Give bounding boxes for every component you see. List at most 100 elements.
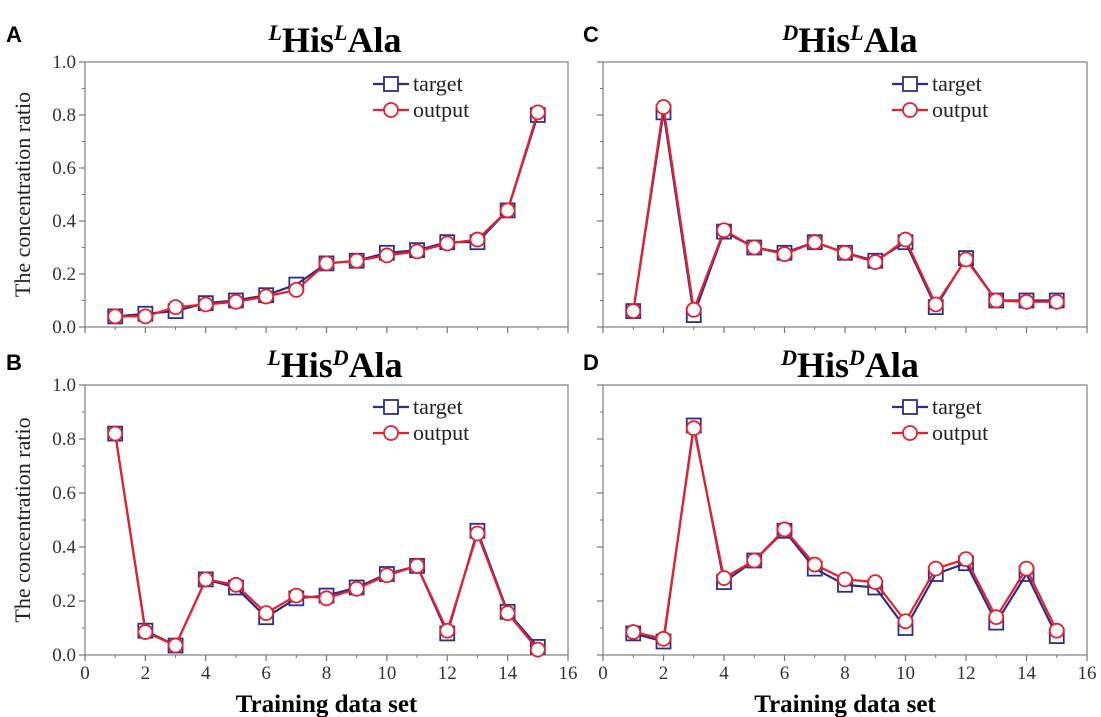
data-point-output: [288, 281, 305, 298]
data-point-output: [439, 622, 456, 639]
data-point-output: [927, 296, 944, 313]
x-tick-label: 12: [438, 663, 457, 684]
data-point-output: [776, 246, 793, 263]
title-part-sup1: L: [266, 345, 280, 370]
chart-title: DHisLAla: [781, 20, 917, 60]
data-point-output: [625, 303, 642, 320]
x-tick-label: 0: [80, 663, 90, 684]
y-tick-label: 0.2: [52, 264, 76, 285]
y-axis-title: The concentration ratio: [10, 92, 35, 297]
x-axis-title: Training data set: [754, 691, 936, 717]
legend-marker-output: [902, 425, 918, 441]
data-point-output: [409, 243, 425, 260]
data-point-output: [1018, 560, 1035, 577]
data-point-output: [988, 609, 1005, 626]
panel-letter: C: [583, 22, 599, 47]
title-part-base2: Ala: [349, 345, 403, 385]
plot-frame: [84, 61, 569, 328]
series-output: [107, 425, 546, 658]
data-point-output: [716, 222, 732, 239]
y-tick-label: 0.6: [52, 483, 76, 504]
data-point-output: [378, 567, 395, 584]
data-point-output: [137, 308, 154, 325]
chart-title: LHisDAla: [266, 345, 402, 385]
series-line-target: [115, 114, 539, 318]
x-tick-label: 14: [1017, 663, 1037, 684]
data-point-output: [529, 104, 546, 121]
data-point-output: [318, 255, 335, 272]
y-tick-label: 0.4: [52, 211, 76, 232]
data-point-output: [806, 556, 823, 573]
legend-label-target: target: [932, 71, 982, 96]
series-line-output: [633, 427, 1058, 641]
data-point-output: [499, 605, 516, 622]
plot-frame: [602, 384, 1088, 656]
y-tick-label: 0.0: [52, 645, 76, 666]
series-line-output: [632, 106, 1057, 315]
data-point-output: [746, 552, 763, 569]
data-point-output: [806, 234, 823, 251]
data-point-output: [867, 574, 884, 590]
title-part-sup1: D: [781, 20, 798, 45]
panel-letter: B: [6, 350, 22, 375]
data-point-output: [107, 425, 124, 442]
legend-marker-output: [902, 102, 918, 118]
data-point-output: [288, 587, 305, 604]
x-tick-label: 10: [896, 663, 915, 684]
legend-marker-output: [383, 425, 399, 441]
data-point-output: [378, 247, 395, 264]
y-tick-label: 1.0: [52, 52, 76, 73]
series-output: [107, 104, 546, 325]
chart-title: LHisLAla: [268, 20, 402, 60]
title-part-sup2: L: [333, 20, 347, 45]
data-point-output: [228, 576, 244, 593]
data-point-output: [685, 301, 702, 318]
data-point-output: [228, 293, 244, 310]
data-point-output: [469, 525, 486, 542]
title-part-base1: His: [281, 345, 333, 385]
y-tick-label: 0.4: [52, 537, 76, 558]
data-point-output: [927, 560, 944, 577]
title-part-base1: His: [282, 20, 334, 60]
legend-label-output: output: [932, 420, 988, 445]
legend-label-target: target: [413, 394, 463, 419]
title-part-base2: Ala: [864, 20, 918, 60]
legend-marker-target: [902, 76, 918, 92]
data-point-output: [439, 235, 456, 252]
title-part-base2: Ala: [865, 345, 919, 385]
data-point-output: [258, 605, 275, 622]
x-tick-label: 8: [322, 663, 332, 684]
x-tick-label: 12: [957, 663, 976, 684]
data-point-output: [1018, 293, 1035, 310]
data-point-output: [258, 288, 275, 305]
data-point-output: [107, 308, 124, 325]
x-tick-label: 2: [659, 663, 669, 684]
series-output: [625, 99, 1065, 320]
legend-label-output: output: [932, 97, 988, 122]
y-tick-label: 0.0: [52, 317, 76, 338]
x-axis-title: Training data set: [236, 691, 418, 717]
x-tick-label: 4: [201, 663, 211, 684]
data-point-output: [409, 558, 425, 574]
y-axis-title: The concentration ratio: [10, 417, 35, 622]
x-tick-label: 14: [498, 663, 518, 684]
data-point-output: [197, 296, 214, 313]
legend-label-output: output: [413, 97, 469, 122]
series-line-target: [632, 112, 1057, 316]
title-part-base2: Ala: [347, 20, 401, 60]
title-part-base1: His: [797, 345, 849, 385]
series-line-output: [115, 111, 539, 318]
data-point-output: [1048, 622, 1065, 639]
data-point-output: [958, 551, 974, 568]
x-tick-label: 6: [780, 663, 790, 684]
data-point-output: [837, 244, 853, 261]
data-point-output: [685, 420, 702, 437]
title-part-base1: His: [798, 20, 850, 60]
data-point-output: [499, 202, 516, 219]
data-point-output: [137, 624, 154, 640]
legend-label-target: target: [932, 394, 982, 419]
